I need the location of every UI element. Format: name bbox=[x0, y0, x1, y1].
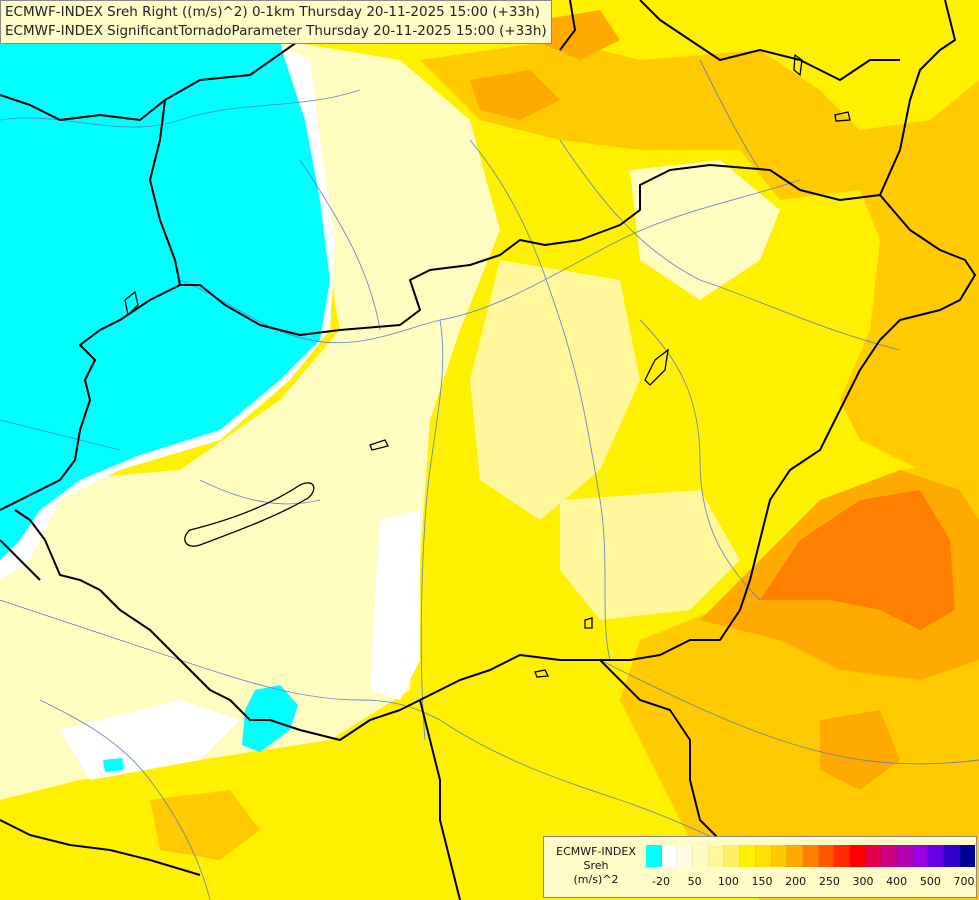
sreh-field-elevated bbox=[150, 790, 260, 860]
legend-tick-label: 200 bbox=[785, 875, 807, 888]
legend-unit: (m/s)^2 bbox=[573, 873, 619, 886]
title-line-sreh: ECMWF-INDEX Sreh Right ((m/s)^2) 0-1km T… bbox=[5, 4, 540, 20]
legend-swatch bbox=[724, 845, 741, 867]
legend-tick-label: 50 bbox=[687, 875, 702, 888]
legend-swatch bbox=[897, 845, 913, 867]
legend-title: ECMWF-INDEX Sreh (m/s)^2 bbox=[548, 845, 644, 887]
legend-swatch bbox=[677, 845, 694, 867]
legend-tick-label: 250 bbox=[818, 875, 840, 888]
lake-small bbox=[584, 617, 593, 629]
lake-small bbox=[834, 111, 851, 122]
legend-swatch bbox=[928, 845, 945, 867]
rivers bbox=[0, 59, 979, 900]
sreh-field-negative bbox=[242, 685, 298, 752]
legend-tick-label: 400 bbox=[886, 875, 908, 888]
colorbar-legend: ECMWF-INDEX Sreh (m/s)^2 -20 50 100 150 200 2… bbox=[543, 836, 977, 898]
title-line-stp: ECMWF-INDEX SignificantTornadoParameter … bbox=[5, 23, 547, 39]
lake-velence bbox=[369, 439, 389, 451]
sreh-field-very-high bbox=[760, 490, 955, 630]
sreh-field-high bbox=[470, 70, 560, 120]
legend-variable: Sreh bbox=[583, 859, 609, 872]
legend-swatch bbox=[834, 845, 850, 867]
legend-swatch bbox=[787, 845, 803, 867]
legend-swatch bbox=[755, 845, 772, 867]
legend-tick-labels: -20 50 100 150 200 250 300 400 500 700 bbox=[646, 875, 976, 889]
lakes bbox=[124, 53, 851, 678]
legend-swatch bbox=[959, 845, 976, 867]
legend-swatch bbox=[661, 845, 678, 867]
sreh-field-high bbox=[540, 10, 620, 60]
legend-tick-label: 100 bbox=[717, 875, 739, 888]
legend-swatch bbox=[802, 845, 819, 867]
lake-tisza bbox=[644, 348, 669, 386]
legend-tick-label: 150 bbox=[751, 875, 773, 888]
legend-swatch bbox=[912, 845, 929, 867]
sreh-field-low bbox=[630, 160, 780, 300]
legend-swatch bbox=[944, 845, 960, 867]
sreh-field-negative bbox=[103, 758, 124, 772]
legend-swatch bbox=[646, 845, 662, 867]
legend-tick-label: 300 bbox=[852, 875, 874, 888]
legend-swatch bbox=[818, 845, 835, 867]
legend-tick-label: 700 bbox=[953, 875, 975, 888]
sreh-field-elevated bbox=[420, 40, 979, 480]
legend-swatch bbox=[708, 845, 725, 867]
legend-swatch bbox=[740, 845, 756, 867]
sreh-field-near-zero bbox=[370, 510, 420, 700]
lake-small bbox=[534, 669, 550, 678]
legend-swatches bbox=[646, 845, 976, 867]
legend-source: ECMWF-INDEX bbox=[556, 845, 636, 858]
lake-small bbox=[124, 290, 139, 317]
legend-swatch bbox=[849, 845, 866, 867]
legend-swatch bbox=[693, 845, 709, 867]
sreh-field-low bbox=[470, 260, 640, 520]
legend-swatch bbox=[771, 845, 788, 867]
lake-balaton bbox=[184, 482, 315, 547]
lake-small bbox=[793, 53, 803, 77]
sreh-field-high bbox=[820, 710, 900, 790]
legend-swatch bbox=[881, 845, 897, 867]
map-title: ECMWF-INDEX Sreh Right ((m/s)^2) 0-1km T… bbox=[0, 0, 552, 44]
legend-swatch bbox=[865, 845, 882, 867]
legend-tick-label: -20 bbox=[652, 875, 670, 888]
legend-tick-label: 500 bbox=[919, 875, 941, 888]
